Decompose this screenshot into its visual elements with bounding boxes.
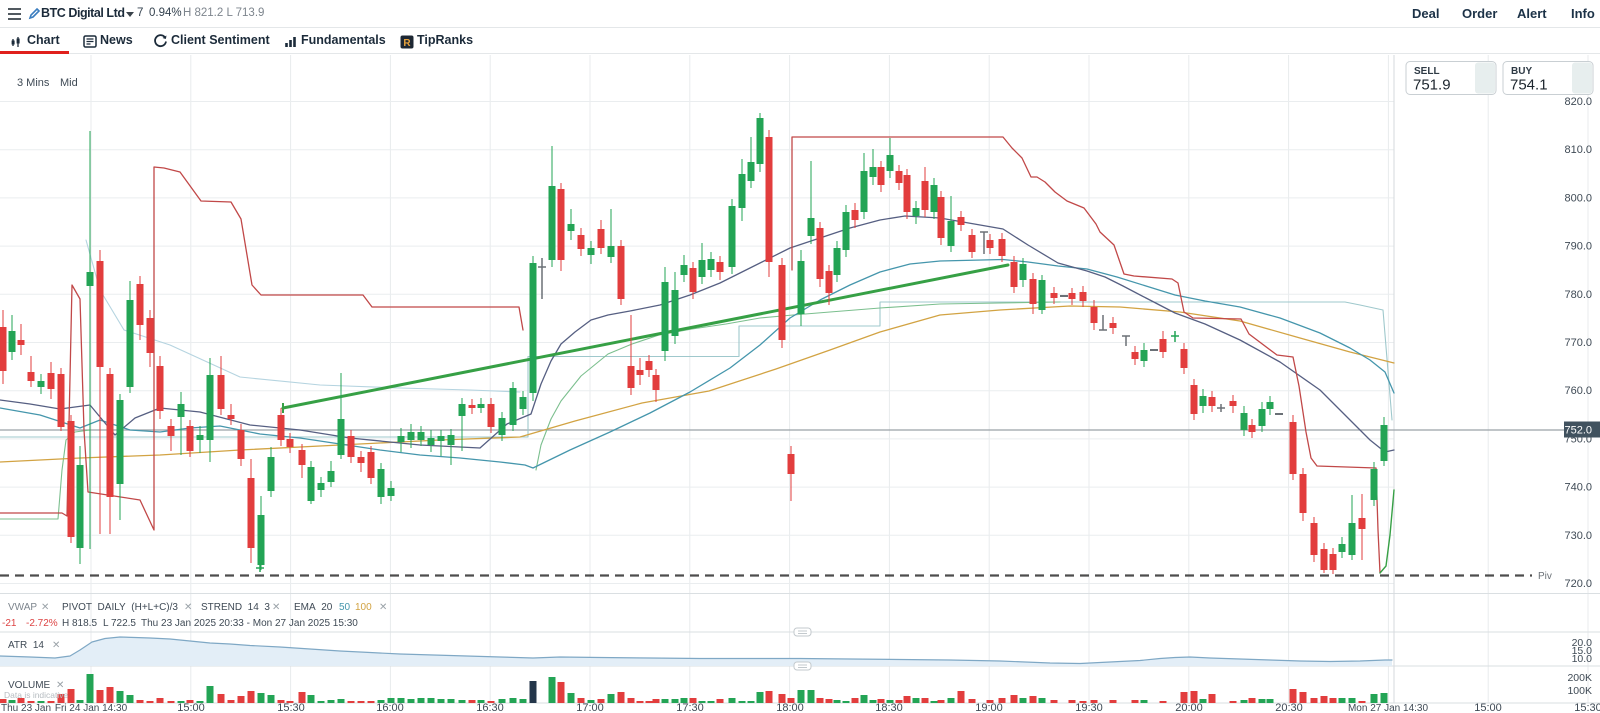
svg-text:100K: 100K [1567, 685, 1592, 697]
svg-text:16:30: 16:30 [476, 702, 504, 713]
svg-text:820.0: 820.0 [1564, 96, 1592, 108]
svg-text:20:00: 20:00 [1175, 702, 1203, 713]
svg-text:15.0: 15.0 [1572, 645, 1593, 657]
svg-text:3 Mins: 3 Mins [17, 77, 50, 89]
svg-text:20:30: 20:30 [1275, 702, 1303, 713]
svg-text:780.0: 780.0 [1564, 289, 1592, 301]
svg-text:15:30: 15:30 [1574, 702, 1600, 713]
svg-text:Thu 23 Jan 2025 20:33 - Mon 27: Thu 23 Jan 2025 20:33 - Mon 27 Jan 2025 … [141, 618, 358, 629]
svg-text:Mid: Mid [60, 77, 78, 89]
svg-text:16:00: 16:00 [376, 702, 404, 713]
svg-text:L 722.5: L 722.5 [103, 618, 136, 629]
svg-text:✕: ✕ [52, 640, 60, 651]
svg-text:VWAP: VWAP [8, 602, 37, 613]
svg-text:STREND 14 3: STREND 14 3 [201, 602, 270, 613]
svg-text:754.1: 754.1 [1510, 77, 1548, 94]
svg-text:810.0: 810.0 [1564, 144, 1592, 156]
svg-text:740.0: 740.0 [1564, 482, 1592, 494]
svg-text:19:30: 19:30 [1075, 702, 1103, 713]
svg-text:752.0: 752.0 [1564, 425, 1592, 437]
svg-text:EMA 20: EMA 20 [294, 602, 333, 613]
svg-text:Piv: Piv [1538, 571, 1552, 582]
svg-text:200K: 200K [1567, 672, 1592, 684]
svg-text:-2.72%: -2.72% [26, 618, 58, 629]
svg-text:Mon 27 Jan 14:30: Mon 27 Jan 14:30 [1348, 703, 1428, 713]
svg-text:✕: ✕ [41, 602, 49, 613]
svg-text:770.0: 770.0 [1564, 337, 1592, 349]
svg-text:✕: ✕ [272, 602, 280, 613]
svg-text:50: 50 [339, 602, 351, 613]
svg-text:18:00: 18:00 [776, 702, 804, 713]
svg-text:PIVOT DAILY (H+L+C)/3: PIVOT DAILY (H+L+C)/3 [62, 602, 178, 613]
svg-text:760.0: 760.0 [1564, 385, 1592, 397]
svg-text:17:00: 17:00 [576, 702, 604, 713]
svg-text:720.0: 720.0 [1564, 578, 1592, 590]
svg-text:ATR 14: ATR 14 [8, 640, 44, 651]
svg-text:-21: -21 [2, 618, 17, 629]
svg-text:15:30: 15:30 [277, 702, 305, 713]
svg-text:15:00: 15:00 [177, 702, 205, 713]
svg-text:10.0: 10.0 [1572, 653, 1593, 665]
svg-text:Thu 23 Jan: Thu 23 Jan [1, 703, 51, 713]
svg-text:H 818.5: H 818.5 [62, 618, 97, 629]
svg-text:Fri 24 Jan 14:30: Fri 24 Jan 14:30 [55, 703, 128, 713]
svg-text:15:00: 15:00 [1474, 702, 1502, 713]
svg-text:20.0: 20.0 [1572, 637, 1593, 649]
svg-text:Data is indicative: Data is indicative [4, 690, 69, 700]
svg-text:VOLUME: VOLUME [8, 680, 51, 691]
svg-text:✕: ✕ [56, 680, 64, 691]
svg-text:751.9: 751.9 [1413, 77, 1451, 94]
svg-text:SELL: SELL [1414, 66, 1440, 77]
svg-text:BUY: BUY [1511, 66, 1532, 77]
svg-text:730.0: 730.0 [1564, 530, 1592, 542]
svg-text:✕: ✕ [184, 602, 192, 613]
svg-text:17:30: 17:30 [676, 702, 704, 713]
svg-text:19:00: 19:00 [975, 702, 1003, 713]
svg-text:18:30: 18:30 [875, 702, 903, 713]
svg-text:R: R [403, 38, 411, 49]
svg-text:800.0: 800.0 [1564, 192, 1592, 204]
svg-text:100: 100 [355, 602, 372, 613]
svg-text:✕: ✕ [379, 602, 387, 613]
svg-text:790.0: 790.0 [1564, 241, 1592, 253]
